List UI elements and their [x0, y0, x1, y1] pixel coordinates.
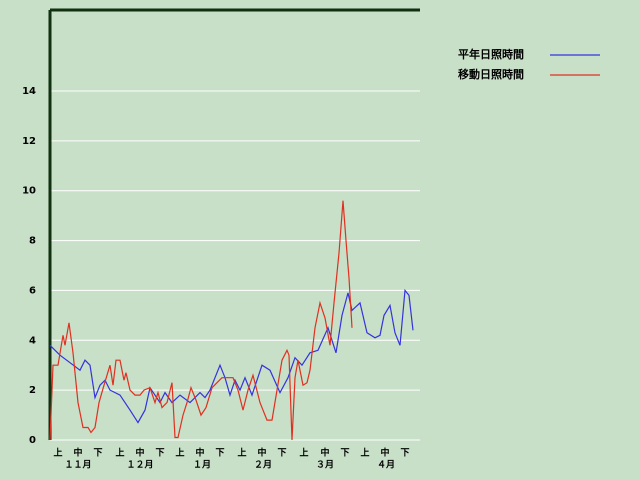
y-tick-label: 14 — [22, 86, 36, 97]
x-tick-label: 上 — [299, 447, 308, 459]
y-tick-label: 2 — [29, 385, 36, 396]
x-tick-label: 中 — [380, 447, 389, 459]
x-tick-label: 上 — [237, 447, 246, 459]
month-label: ２月 — [254, 460, 272, 471]
y-tick-label: 6 — [29, 285, 36, 296]
y-tick-label: 8 — [29, 236, 36, 247]
x-tick-label: 上 — [175, 447, 184, 459]
y-tick-label: 4 — [29, 335, 36, 346]
y-tick-label: 10 — [22, 186, 36, 197]
x-tick-label: 中 — [135, 447, 144, 459]
x-tick-label: 上 — [360, 447, 369, 459]
month-label: ３月 — [316, 460, 334, 471]
x-tick-label: 中 — [195, 447, 204, 459]
x-tick-label: 上 — [53, 447, 62, 459]
x-tick-label: 中 — [320, 447, 329, 459]
y-tick-label: 0 — [29, 435, 36, 446]
x-tick-label: 中 — [73, 447, 82, 459]
y-tick-label: 12 — [22, 136, 36, 147]
month-label: １１月 — [64, 460, 91, 471]
x-tick-label: 下 — [277, 448, 286, 459]
x-tick-label: 下 — [400, 448, 409, 459]
x-tick-label: 下 — [155, 448, 164, 459]
month-label: １月 — [193, 460, 211, 471]
month-label: ４月 — [377, 460, 395, 471]
x-tick-label: 下 — [340, 448, 349, 459]
x-tick-label: 上 — [115, 447, 124, 459]
x-tick-label: 中 — [257, 447, 266, 459]
month-label: １２月 — [126, 460, 153, 471]
series-line — [49, 200, 353, 441]
legend-label: 移動日照時間 — [458, 67, 524, 81]
x-tick-label: 下 — [93, 448, 102, 459]
x-tick-label: 下 — [215, 448, 224, 459]
series-line — [49, 288, 414, 424]
legend-label: 平年日照時間 — [458, 47, 524, 61]
